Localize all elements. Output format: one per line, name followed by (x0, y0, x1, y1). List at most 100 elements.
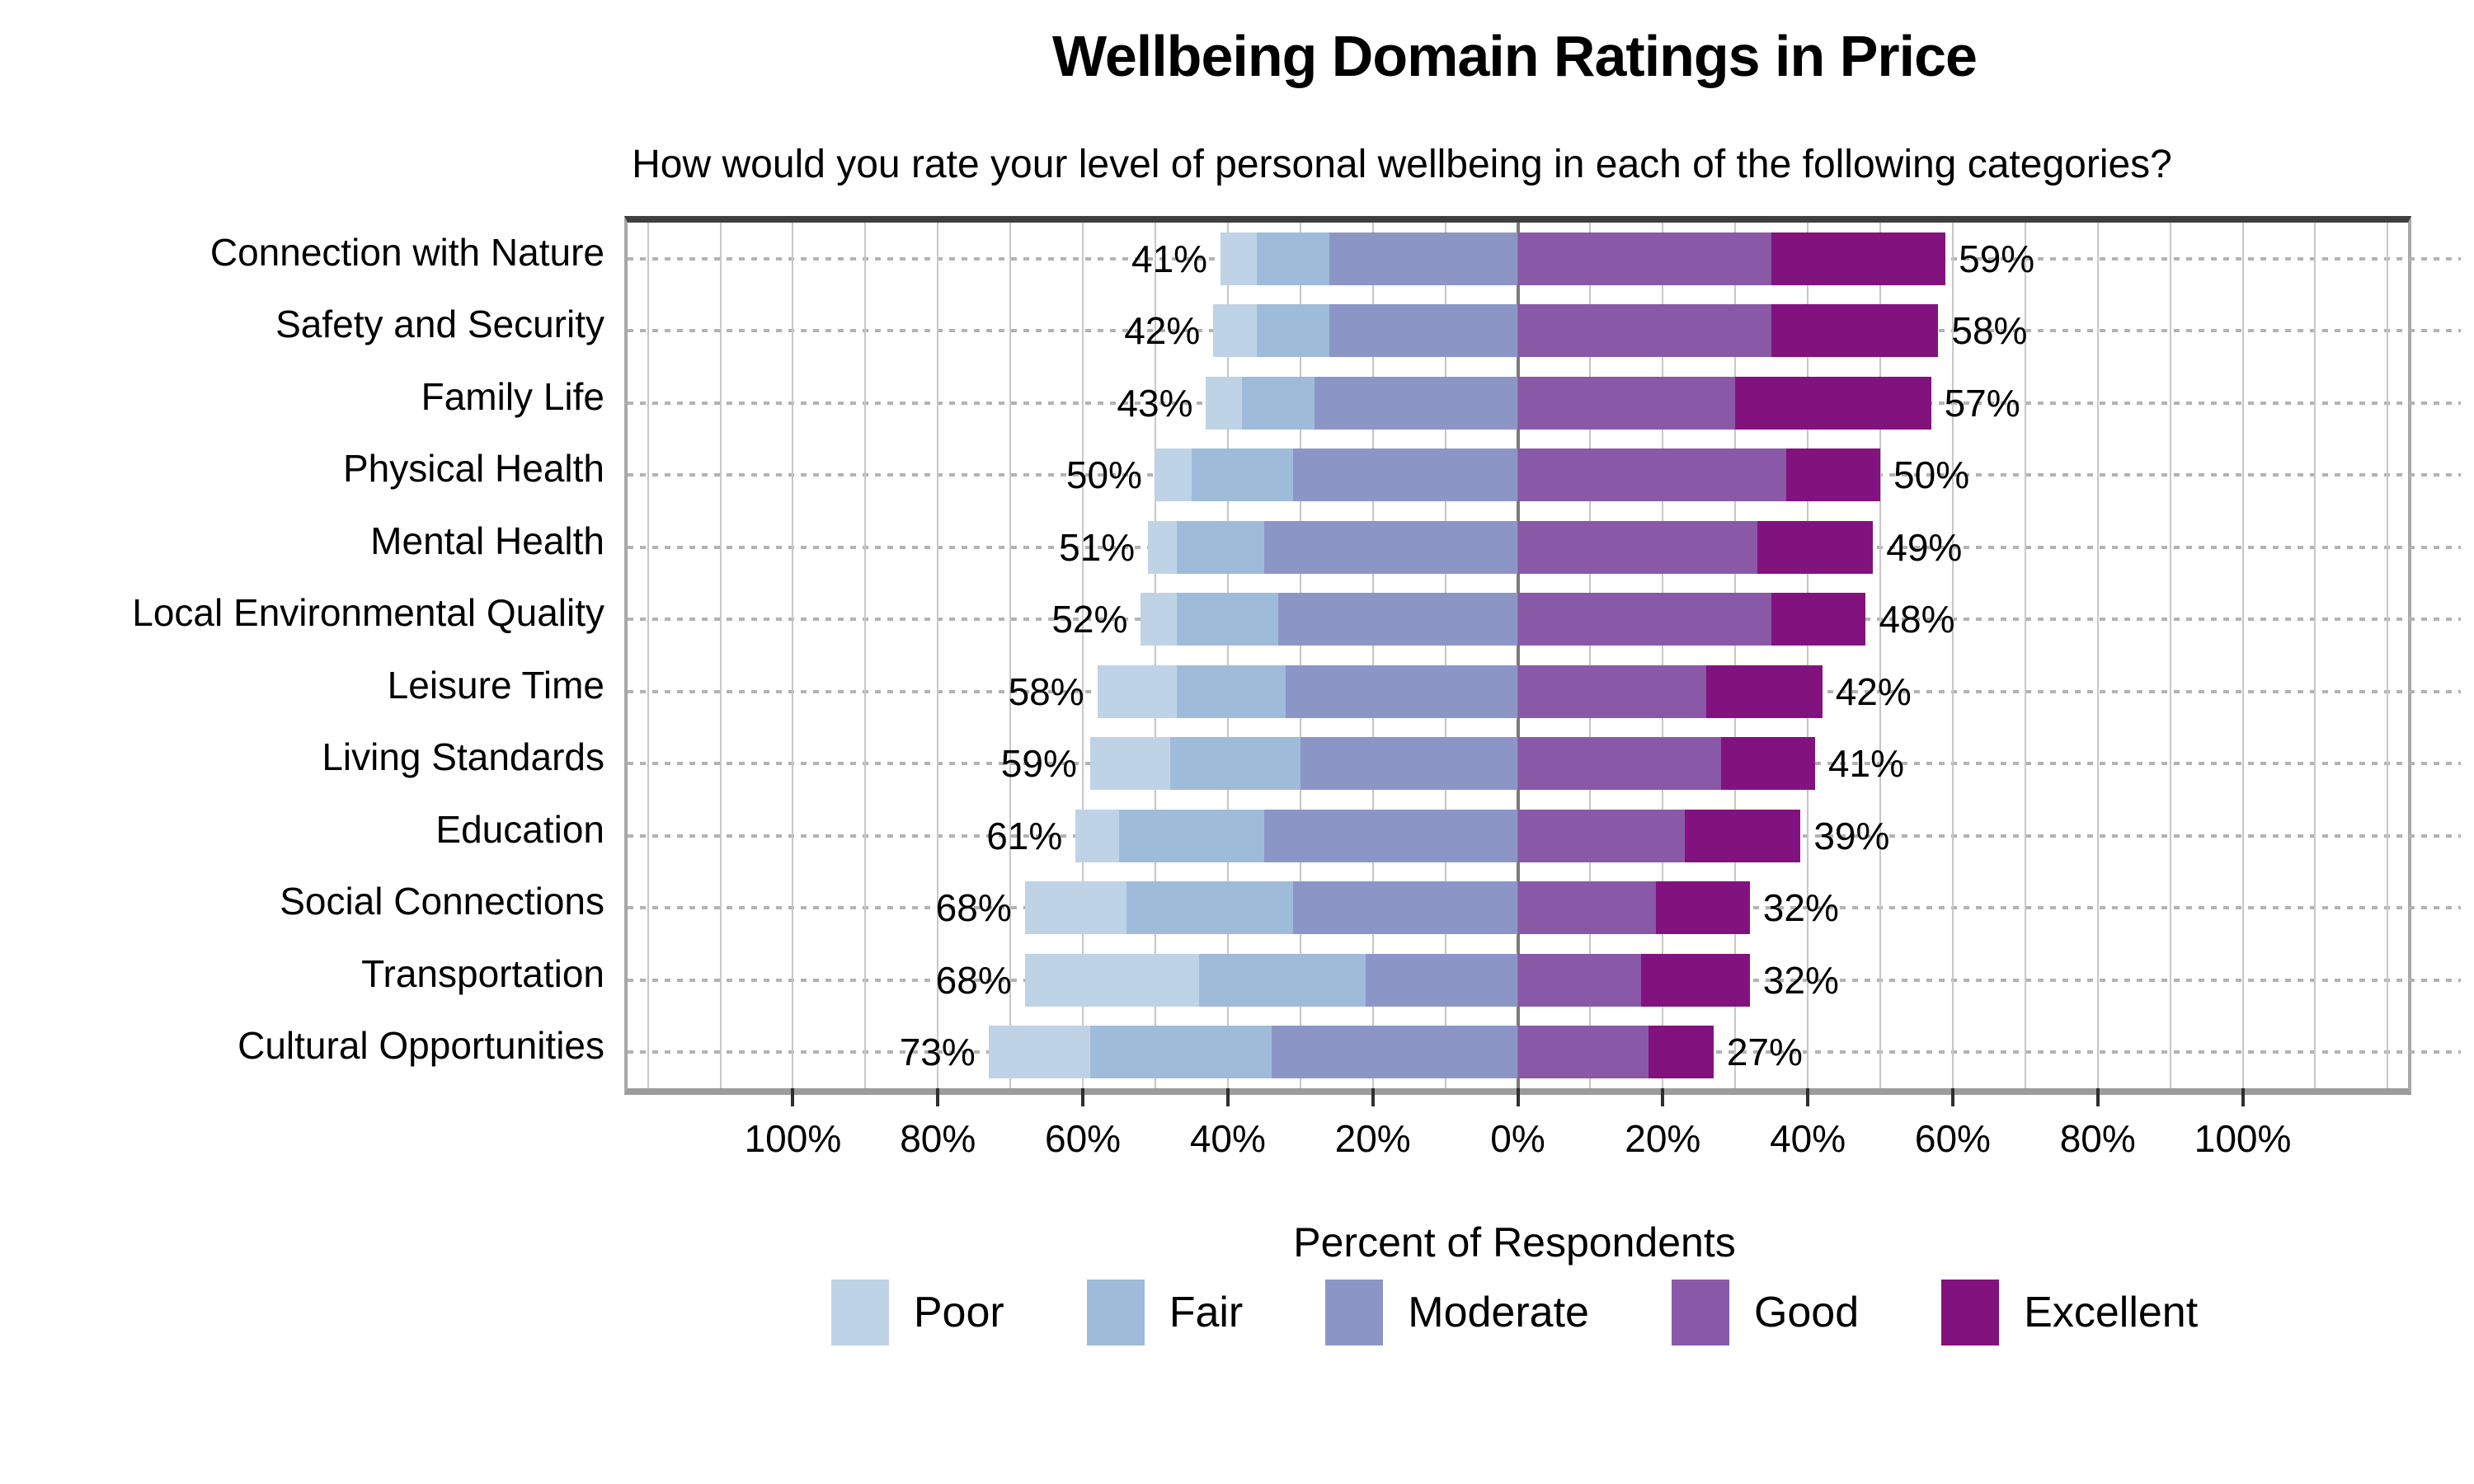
legend-label: Fair (1169, 1289, 1244, 1336)
legend-label: Poor (913, 1289, 1004, 1336)
bar-segment-good (1517, 376, 1736, 430)
right-total-label: 27% (1726, 1031, 1803, 1074)
category-label: Physical Health (342, 447, 604, 491)
bar-segment-moderate (1271, 1026, 1518, 1079)
bar-segment-excellent (1720, 737, 1815, 791)
bar-segment-good (1517, 809, 1685, 862)
bar-segment-excellent (1735, 376, 1931, 430)
category-label: Social Connections (280, 880, 604, 923)
bar-segment-fair (1242, 376, 1315, 430)
bar-segment-fair (1191, 448, 1293, 502)
bar-segment-fair (1169, 737, 1300, 791)
bar-segment-excellent (1648, 1026, 1714, 1079)
legend-label: Moderate (1408, 1289, 1589, 1336)
x-tick-mark (1371, 1088, 1375, 1106)
bar-segment-poor (1221, 232, 1258, 285)
bar-segment-poor (1155, 448, 1192, 502)
bar-segment-excellent (1757, 520, 1874, 574)
bar-segment-poor (1075, 809, 1119, 862)
category-label: Local Environmental Quality (132, 591, 604, 635)
bar-segment-moderate (1263, 809, 1518, 862)
right-total-label: 57% (1944, 381, 2020, 425)
gridline (1734, 223, 1737, 1088)
gridline (2169, 223, 2171, 1088)
bar-segment-moderate (1292, 448, 1518, 502)
legend-label: Good (1753, 1289, 1860, 1336)
gridline (2096, 223, 2099, 1088)
bar-segment-good (1517, 593, 1772, 646)
bar-segment-moderate (1278, 593, 1518, 646)
left-total-label: 41% (1131, 237, 1208, 280)
bar-segment-good (1517, 1026, 1649, 1079)
x-tick-mark (1950, 1088, 1954, 1106)
right-total-label: 32% (1762, 886, 1839, 930)
category-label: Connection with Nature (209, 230, 604, 274)
category-label: Cultural Opportunities (238, 1024, 604, 1068)
x-tick-mark (1661, 1088, 1665, 1106)
bar-segment-fair (1089, 1026, 1272, 1079)
bar-segment-fair (1257, 304, 1329, 358)
x-tick-mark (2095, 1088, 2100, 1106)
bar-segment-excellent (1655, 881, 1750, 935)
left-total-label: 43% (1117, 381, 1193, 425)
right-total-label: 49% (1886, 525, 1963, 569)
x-tick-mark (791, 1088, 795, 1106)
bar-segment-moderate (1300, 737, 1518, 791)
right-total-label: 59% (1959, 237, 2035, 280)
x-tick-mark (1516, 1088, 1520, 1106)
left-total-label: 61% (986, 814, 1063, 857)
bar-segment-moderate (1263, 520, 1518, 574)
bar-segment-excellent (1771, 593, 1866, 646)
category-label: Leisure Time (387, 663, 604, 707)
bar-segment-fair (1177, 520, 1264, 574)
bar-segment-moderate (1315, 376, 1518, 430)
category-label: Family Life (421, 374, 604, 418)
x-tick-mark (2241, 1088, 2245, 1106)
right-total-label: 48% (1879, 598, 1955, 641)
left-total-label: 42% (1124, 309, 1201, 353)
category-label: Safety and Security (275, 303, 604, 346)
bar-segment-excellent (1771, 232, 1946, 285)
bar-segment-excellent (1785, 448, 1881, 502)
bar-segment-moderate (1329, 232, 1518, 285)
legend-item-good: Good (1671, 1280, 1860, 1345)
legend-swatch-fair (1086, 1280, 1145, 1345)
x-tick-mark (1806, 1088, 1810, 1106)
bar-segment-moderate (1286, 665, 1518, 718)
x-tick-label: 20% (1334, 1117, 1411, 1160)
left-total-label: 51% (1059, 525, 1136, 569)
bar-segment-good (1517, 881, 1656, 935)
bar-segment-fair (1177, 665, 1286, 718)
right-total-label: 39% (1813, 814, 1890, 857)
x-tick-label: 0% (1490, 1117, 1545, 1160)
left-total-label: 68% (935, 886, 1012, 930)
gridline (1951, 223, 1954, 1088)
bar-segment-excellent (1706, 665, 1823, 718)
legend-item-poor: Poor (830, 1280, 1004, 1345)
bar-segment-poor (1206, 376, 1243, 430)
bar-segment-fair (1177, 593, 1279, 646)
gridline (864, 223, 867, 1088)
bar-segment-poor (988, 1026, 1090, 1079)
x-tick-label: 40% (1770, 1117, 1846, 1160)
bar-segment-fair (1257, 232, 1329, 285)
bar-segment-fair (1119, 809, 1264, 862)
bar-segment-good (1517, 232, 1772, 285)
left-total-label: 58% (1008, 669, 1084, 713)
bar-segment-poor (1148, 520, 1178, 574)
chart-title: Wellbeing Domain Ratings in Price (1052, 24, 1978, 88)
bar-segment-fair (1126, 881, 1293, 935)
x-tick-label: 20% (1625, 1117, 1701, 1160)
left-total-label: 73% (899, 1031, 976, 1074)
gridline (2024, 223, 2026, 1088)
legend-swatch-moderate (1325, 1280, 1384, 1345)
x-axis-label: Percent of Respondents (1293, 1219, 1736, 1266)
legend-item-moderate: Moderate (1325, 1280, 1589, 1345)
gridline (1009, 223, 1012, 1088)
right-total-label: 41% (1827, 742, 1904, 786)
plot-area: 41% 59% 42% 58% 43% 57% 50% 50% 51% 49% 52% 48% 58% 4… (624, 216, 2461, 1095)
legend-label: Excellent (2024, 1289, 2199, 1336)
legend-swatch-excellent (1941, 1280, 2000, 1345)
gridline (1807, 223, 1809, 1088)
x-tick-label: 100% (744, 1117, 842, 1160)
